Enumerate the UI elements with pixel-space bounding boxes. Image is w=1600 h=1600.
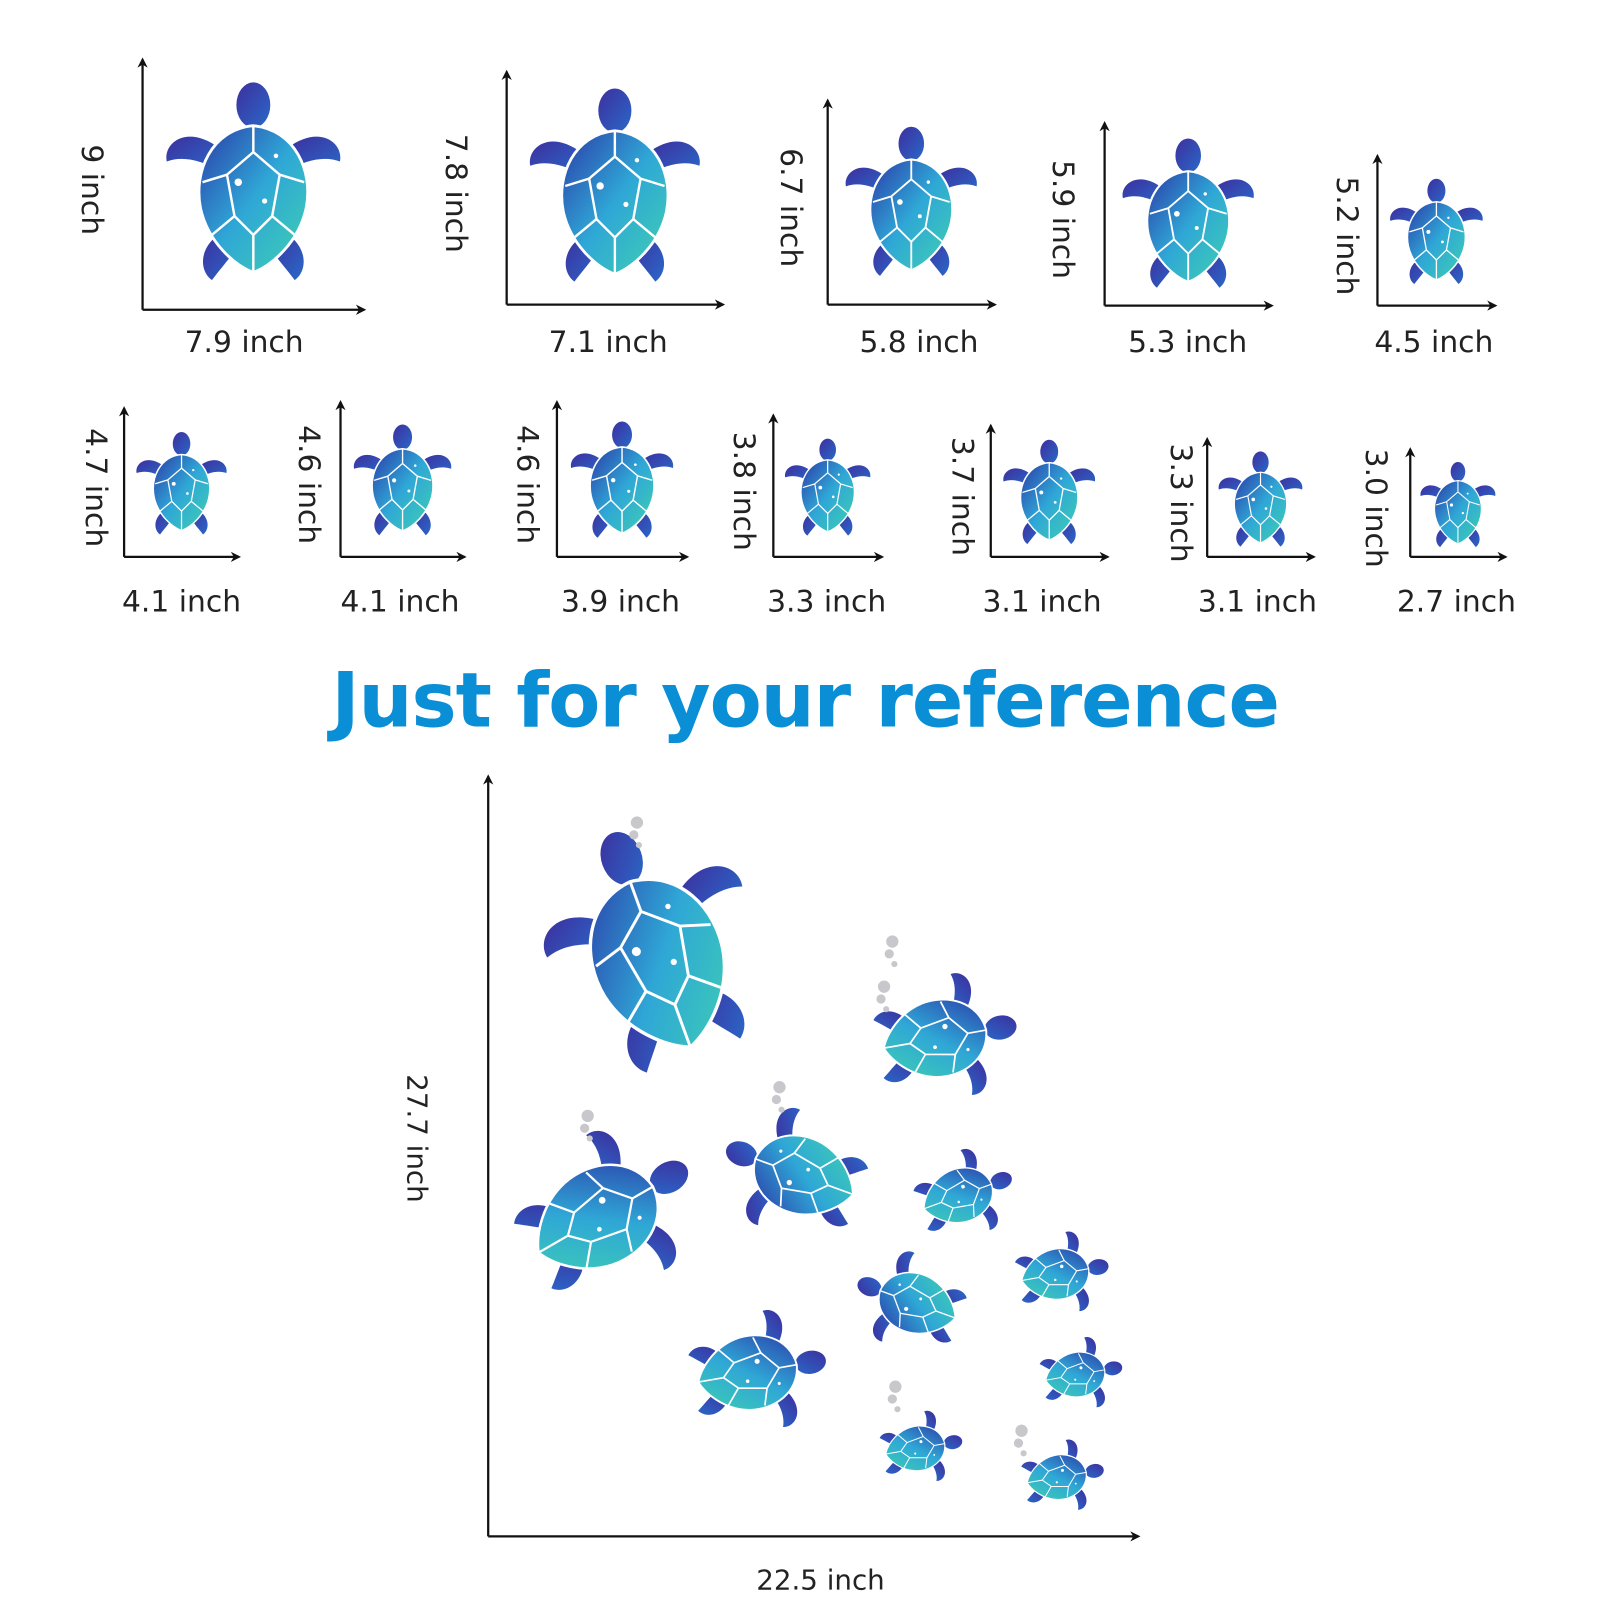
width-label: 7.1 inch [549, 325, 668, 360]
turtle-decal [1002, 439, 1096, 545]
turtle-decal [681, 1300, 838, 1443]
turtle-decal [492, 1098, 727, 1325]
width-label: 5.8 inch [859, 325, 978, 360]
bubble [1020, 1450, 1027, 1457]
turtle-decal [844, 125, 979, 277]
width-label: 4.1 inch [122, 585, 241, 620]
width-label: 3.3 inch [767, 585, 886, 620]
turtle-decal [704, 1089, 881, 1256]
bubble [877, 980, 891, 993]
width-label: 3.9 inch [561, 585, 680, 620]
width-label: 7.9 inch [185, 325, 304, 360]
height-label: 3.3 inch [1163, 444, 1198, 563]
turtle-decal [1035, 1331, 1129, 1417]
bubble [580, 1123, 590, 1133]
height-label: 3.8 inch [726, 432, 761, 551]
bubble [1013, 1438, 1024, 1448]
turtle-decal [905, 1136, 1027, 1251]
turtle-decal [512, 795, 794, 1093]
turtle-decal [164, 80, 342, 282]
bubble [629, 830, 639, 840]
height-label: 3.0 inch [1358, 449, 1393, 568]
height-label: 6.7 inch [773, 148, 808, 267]
bubble [778, 1106, 785, 1113]
bubble [891, 961, 898, 968]
turtle-decal [840, 1237, 977, 1365]
bubble [581, 1109, 594, 1123]
bubble [876, 994, 886, 1004]
height-label: 7.8 inch [438, 134, 473, 253]
height-label: 5.9 inch [1045, 160, 1080, 279]
width-label: 4.1 inch [340, 585, 459, 620]
height-label: 4.6 inch [510, 425, 545, 544]
bubble [586, 1135, 593, 1142]
height-label: 9 inch [74, 144, 109, 235]
bubble [887, 1394, 897, 1404]
bubble [883, 1006, 890, 1013]
bubble [1015, 1424, 1028, 1437]
bubble [635, 842, 643, 849]
width-label: 2.7 inch [1397, 585, 1516, 620]
turtle-decal [866, 963, 1029, 1111]
width-label: 4.5 inch [1374, 325, 1493, 360]
turtle-decal [1010, 1224, 1117, 1322]
height-label: 3.7 inch [945, 437, 980, 556]
bubble [886, 935, 899, 948]
turtle-decal [1017, 1433, 1111, 1519]
turtle-decal [1217, 450, 1304, 548]
height-label: 5.2 inch [1329, 176, 1364, 295]
height-label: 4.6 inch [291, 425, 326, 544]
bubble [889, 1380, 902, 1393]
turtle-decal [353, 423, 453, 537]
bubble [771, 1094, 782, 1105]
turtle-decal [1121, 137, 1255, 289]
turtle-decal [570, 420, 675, 539]
bubble [630, 816, 644, 829]
reference-height: 27.7 inch [400, 1074, 433, 1202]
turtle-decal [875, 1405, 969, 1491]
width-label: 3.1 inch [983, 585, 1102, 620]
reference-width: 22.5 inch [756, 1564, 884, 1597]
turtle-decal [784, 437, 872, 537]
bubble [894, 1406, 901, 1413]
turtle-decal [135, 431, 228, 536]
bubble [773, 1081, 786, 1094]
title: Just for your reference [326, 657, 1279, 745]
bubble [884, 949, 894, 959]
turtle-decal [1389, 177, 1484, 285]
width-label: 3.1 inch [1198, 585, 1317, 620]
turtle-decal [528, 87, 702, 284]
height-label: 4.7 inch [78, 428, 113, 547]
turtle-decal [1419, 461, 1497, 548]
width-label: 5.3 inch [1128, 325, 1247, 360]
